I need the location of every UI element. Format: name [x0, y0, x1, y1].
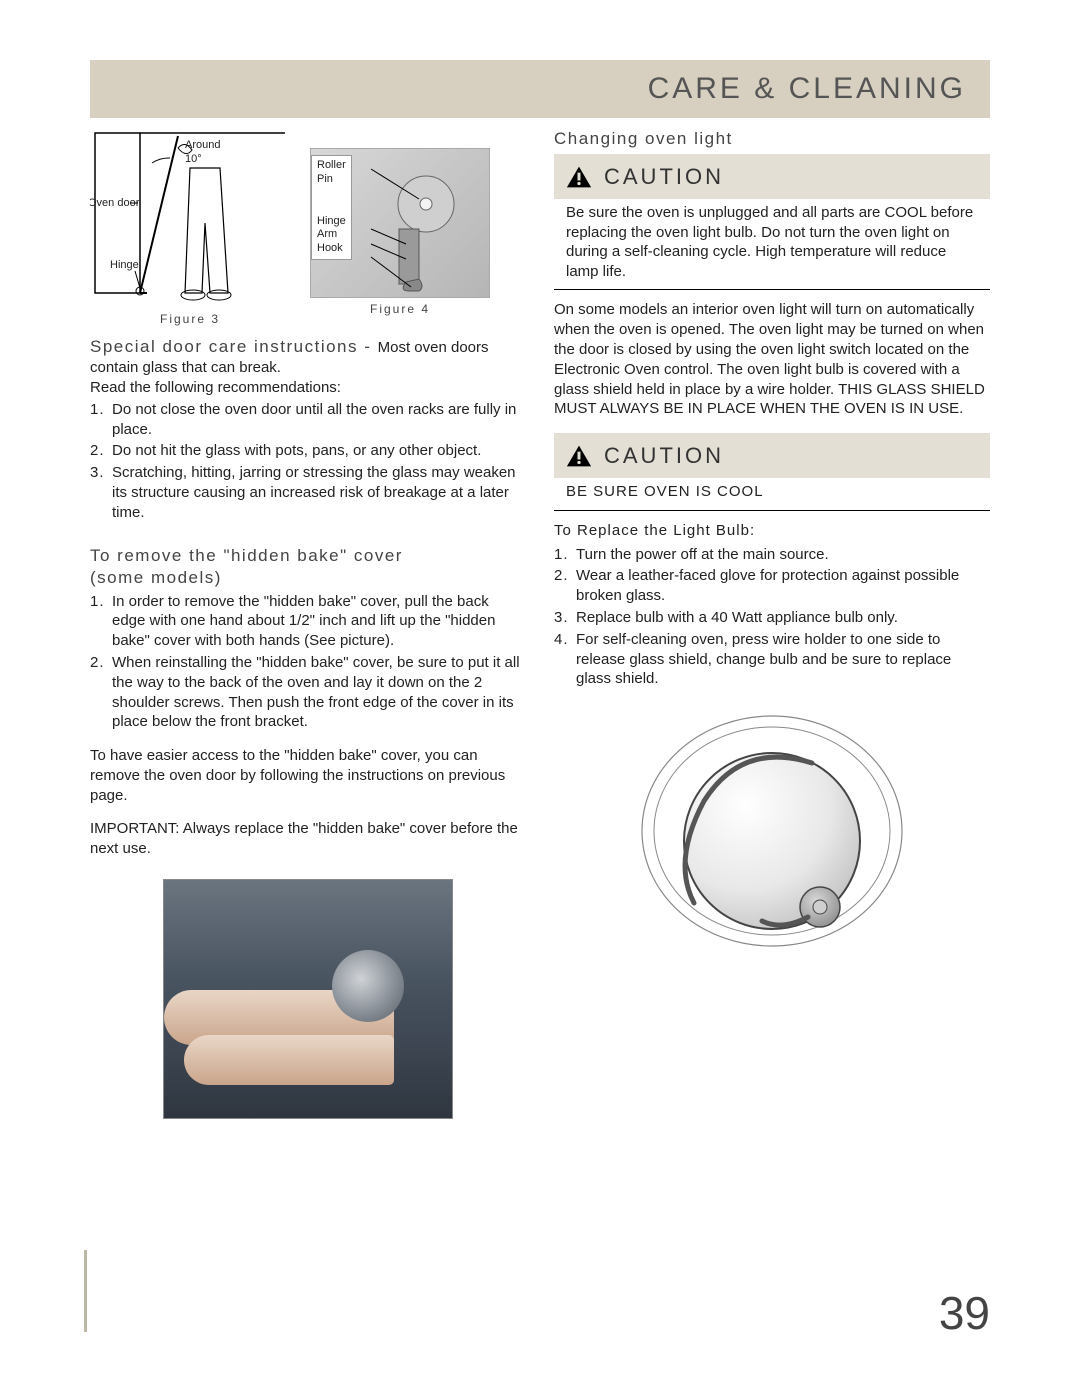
list-item: In order to remove the "hidden bake" cov… — [90, 592, 526, 651]
fig4-hinge: Hinge — [317, 215, 346, 229]
right-column: Changing oven light CAUTION Be sure the … — [554, 128, 990, 1119]
figure-4-photo: Roller Pin Hinge Arm Hook — [310, 148, 490, 298]
interior-light-paragraph: On some models an interior oven light wi… — [554, 300, 990, 419]
caution-label-2: CAUTION — [604, 441, 724, 470]
figure-3-diagram: Around 10° Oven door Hinge — [90, 128, 290, 308]
list-item: Scratching, hitting, jarring or stressin… — [90, 463, 526, 522]
warning-icon — [566, 165, 592, 189]
caution-2-text: BE SURE OVEN IS COOL — [554, 478, 990, 511]
caution-label-1: CAUTION — [604, 162, 724, 191]
columns: Around 10° Oven door Hinge Figure 3 — [90, 128, 990, 1119]
hidden-bake-list: In order to remove the "hidden bake" cov… — [90, 592, 526, 733]
warning-icon — [566, 444, 592, 468]
figure-4-labels: Roller Pin Hinge Arm Hook — [311, 155, 352, 260]
fig4-hook: Hook — [317, 242, 346, 256]
fig4-pin: Pin — [317, 173, 346, 187]
hidden-bake-photo — [163, 879, 453, 1119]
list-item: For self-cleaning oven, press wire holde… — [554, 630, 990, 689]
hidden-bake-heading: To remove the "hidden bake" cover (some … — [90, 545, 526, 590]
page-container: CARE & CLEANING — [90, 60, 990, 1340]
list-item: When reinstalling the "hidden bake" cove… — [90, 653, 526, 732]
figure-3-caption: Figure 3 — [160, 312, 220, 328]
caution-block-1: CAUTION — [554, 154, 990, 199]
access-paragraph: To have easier access to the "hidden bak… — [90, 746, 526, 805]
page-title: CARE & CLEANING — [648, 72, 966, 106]
page-number: 39 — [939, 1286, 990, 1340]
special-door-list: Do not close the oven door until all the… — [90, 400, 526, 523]
left-column: Around 10° Oven door Hinge Figure 3 — [90, 128, 526, 1119]
oven-light-diagram — [632, 701, 912, 971]
figure-3: Around 10° Oven door Hinge Figure 3 — [90, 128, 290, 328]
fig4-roller: Roller — [317, 159, 346, 173]
caution-block-2: CAUTION — [554, 433, 990, 478]
header-band: CARE & CLEANING — [90, 60, 990, 118]
list-item: Do not close the oven door until all the… — [90, 400, 526, 440]
list-item: Do not hit the glass with pots, pans, or… — [90, 441, 526, 461]
margin-decoration — [84, 1250, 87, 1332]
list-item: Replace bulb with a 40 Watt appliance bu… — [554, 608, 990, 628]
replace-bulb-list: Turn the power off at the main source. W… — [554, 545, 990, 690]
figure-4-caption: Figure 4 — [370, 302, 430, 318]
photo-arm2 — [184, 1035, 394, 1085]
fig3-label-angle: 10° — [185, 153, 202, 165]
fig3-label-around: Around — [185, 139, 220, 151]
figure-4: Roller Pin Hinge Arm Hook Figure 4 — [310, 128, 490, 328]
fig4-arm: Arm — [317, 228, 346, 242]
special-door-heading: Special door care instructions - — [90, 337, 378, 356]
read-recommendations: Read the following recommendations: — [90, 378, 526, 398]
list-item: Wear a leather-faced glove for protectio… — [554, 566, 990, 606]
special-door-intro: Special door care instructions - Most ov… — [90, 336, 526, 378]
caution-1-text: Be sure the oven is unplugged and all pa… — [554, 199, 990, 290]
fig3-label-hinge: Hinge — [110, 259, 139, 271]
changing-oven-light-heading: Changing oven light — [554, 128, 990, 150]
figure-row: Around 10° Oven door Hinge Figure 3 — [90, 128, 526, 328]
important-paragraph: IMPORTANT: Always replace the "hidden ba… — [90, 819, 526, 859]
list-item: Turn the power off at the main source. — [554, 545, 990, 565]
replace-bulb-heading: To Replace the Light Bulb: — [554, 521, 990, 541]
